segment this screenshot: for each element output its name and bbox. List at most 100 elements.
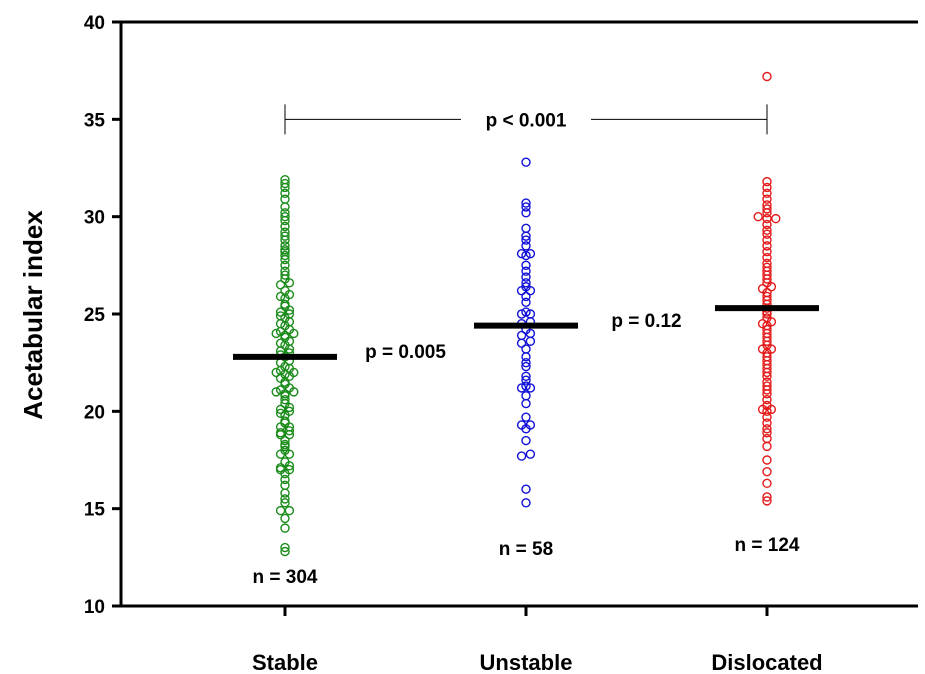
data-point xyxy=(280,498,290,508)
data-point xyxy=(521,223,531,234)
data-point xyxy=(762,188,772,199)
data-point xyxy=(762,400,772,411)
data-point xyxy=(280,457,290,467)
axes: 10 15 20 25 30 35 40 Stable Unstable Dislocated xyxy=(84,13,918,674)
data-point xyxy=(280,245,290,255)
data-point xyxy=(762,71,772,82)
data-point xyxy=(762,394,772,405)
y-tick-label: 15 xyxy=(84,500,106,521)
p-value-label: p = 0.12 xyxy=(611,311,681,332)
data-point xyxy=(271,328,281,339)
data-point xyxy=(275,291,286,302)
x-tick-label: Unstable xyxy=(480,650,573,674)
n-label: n = 304 xyxy=(253,567,318,588)
data-point xyxy=(525,420,536,430)
data-point xyxy=(516,383,527,393)
p-value-label: p = 0.005 xyxy=(365,342,446,363)
mean-lines xyxy=(233,305,819,360)
data-point xyxy=(762,241,772,251)
data-point xyxy=(521,202,531,212)
data-point xyxy=(525,383,536,393)
data-point xyxy=(762,176,772,187)
data-point xyxy=(280,221,290,232)
data-point xyxy=(762,194,772,204)
data-point xyxy=(271,367,281,378)
data-point xyxy=(521,198,531,208)
data-point xyxy=(275,338,286,348)
data-point xyxy=(280,488,290,498)
data-point xyxy=(284,309,295,319)
data-point xyxy=(762,262,772,272)
data-point xyxy=(275,428,286,438)
data-point xyxy=(762,381,772,391)
data-point xyxy=(275,505,286,516)
data-point xyxy=(521,361,531,372)
data-point xyxy=(521,498,531,508)
data-point xyxy=(280,227,290,237)
data-point xyxy=(280,474,290,485)
data-point xyxy=(284,426,295,436)
data-point xyxy=(762,478,772,489)
data-point xyxy=(280,188,290,199)
data-point xyxy=(521,435,531,446)
data-point xyxy=(516,309,527,319)
data-point xyxy=(280,523,290,533)
data-point xyxy=(762,182,772,193)
data-point xyxy=(516,248,527,259)
data-point xyxy=(521,297,531,308)
data-point xyxy=(275,280,286,290)
data-point xyxy=(280,480,290,491)
data-point xyxy=(280,546,290,557)
data-point xyxy=(762,258,772,269)
data-point xyxy=(271,387,281,397)
data-point xyxy=(280,194,290,204)
data-point xyxy=(762,235,772,245)
data-point xyxy=(280,394,290,405)
y-tick-label: 30 xyxy=(84,208,105,229)
annotations: n = 304 n = 58 n = 124 p < 0.001 p = 0.005 p … xyxy=(253,104,800,588)
data-point xyxy=(521,278,531,288)
data-point xyxy=(284,406,295,417)
data-point xyxy=(275,385,286,395)
data-point xyxy=(753,211,763,222)
data-point xyxy=(521,484,531,494)
n-label: n = 58 xyxy=(499,539,553,560)
data-point xyxy=(521,352,531,362)
data-point xyxy=(757,283,768,294)
data-point xyxy=(762,247,772,257)
data-point xyxy=(516,420,527,430)
data-point xyxy=(280,445,290,455)
data-point xyxy=(762,441,772,452)
data-point xyxy=(275,307,286,317)
data-point xyxy=(762,225,772,235)
data-point xyxy=(762,455,772,465)
data-point xyxy=(280,285,290,296)
data-point xyxy=(521,398,531,409)
data-point xyxy=(757,319,768,329)
data-point xyxy=(521,412,531,422)
y-axis-title: Acetabular index xyxy=(18,210,48,420)
data-point xyxy=(762,433,772,444)
data-point xyxy=(762,418,772,428)
data-points xyxy=(271,71,781,557)
data-point xyxy=(516,451,527,461)
data-point xyxy=(521,208,531,218)
y-tick-label: 10 xyxy=(84,597,105,618)
data-point xyxy=(280,266,290,276)
data-point xyxy=(521,250,531,261)
data-point xyxy=(762,229,772,239)
data-point xyxy=(280,202,290,212)
data-point xyxy=(521,357,531,368)
p-value-label: p < 0.001 xyxy=(486,110,567,131)
data-point xyxy=(521,157,531,167)
data-point xyxy=(284,465,295,475)
data-point xyxy=(521,307,531,317)
data-point xyxy=(525,449,536,459)
data-point xyxy=(521,344,531,354)
data-point xyxy=(521,272,531,282)
data-point xyxy=(280,231,290,241)
data-point xyxy=(275,463,286,473)
data-point xyxy=(280,439,290,450)
data-point xyxy=(762,377,772,387)
